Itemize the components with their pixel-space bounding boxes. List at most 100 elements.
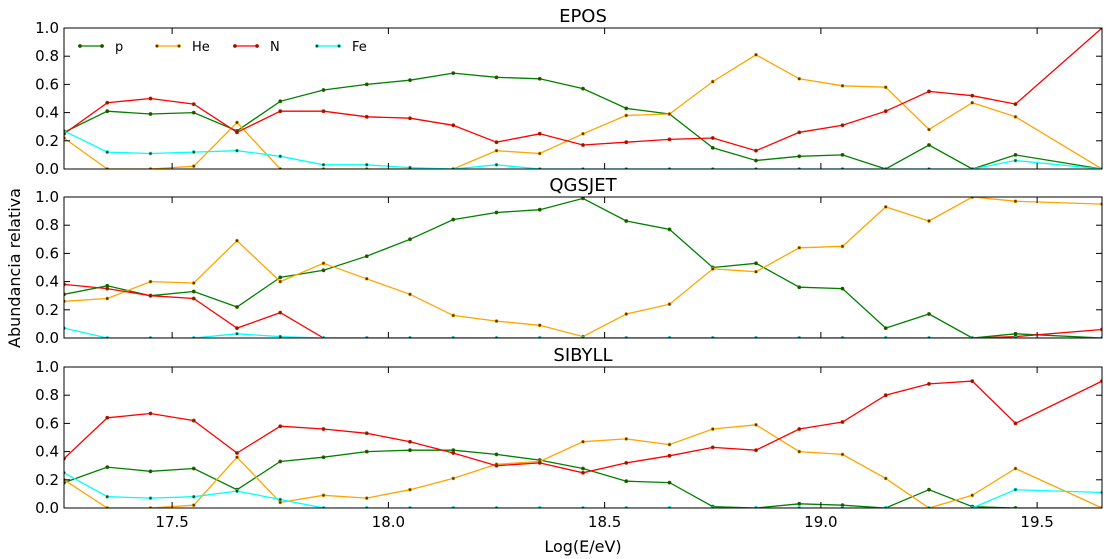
point-epos-he — [191, 164, 196, 169]
y-tick-label: 0.6 — [35, 75, 59, 93]
point-sibyll-p — [278, 459, 283, 464]
point-qgsjet-he — [537, 323, 542, 328]
point-qgsjet-he — [278, 279, 283, 284]
point-sibyll-he — [364, 496, 369, 501]
point-qgsjet-p — [364, 254, 369, 259]
point-epos-fe — [364, 162, 369, 167]
point-epos-p — [148, 112, 153, 116]
x-axis-label: Log(E/eV) — [544, 537, 621, 556]
point-qgsjet-he — [148, 279, 153, 284]
point-sibyll-n — [970, 379, 975, 384]
point-epos-n — [364, 114, 369, 119]
panel-qgsjet: QGSJET 0.0 0.2 0.4 0.6 0.8 1.0 — [35, 175, 1103, 347]
point-epos-n — [840, 123, 845, 128]
point-sibyll-fe — [1013, 487, 1018, 492]
series-line-sibyll-p — [64, 449, 1102, 508]
point-qgsjet-he — [883, 204, 888, 209]
point-epos-fe — [191, 150, 196, 154]
y-tick-label: 0.8 — [35, 47, 59, 65]
legend-label-fe: Fe — [352, 40, 367, 55]
point-sibyll-fe — [235, 489, 239, 493]
point-sibyll-p — [105, 465, 110, 470]
point-epos-he — [927, 127, 931, 132]
legend-marker — [315, 44, 319, 48]
panels: EPOS 0.0 0.2 0.4 0.6 0.8 1.0 p He N Fe QGSJET 0.0 0.2… — [35, 6, 1103, 531]
point-sibyll-he — [581, 439, 585, 444]
point-sibyll-n — [667, 453, 672, 458]
point-sibyll-n — [408, 439, 412, 444]
point-epos-p — [840, 152, 845, 157]
point-epos-n — [191, 102, 196, 107]
point-epos-n — [970, 93, 975, 98]
y-axis-label: Abundancia relativa — [5, 188, 24, 348]
point-qgsjet-n — [191, 296, 196, 301]
point-sibyll-he — [710, 427, 715, 431]
point-epos-n — [797, 130, 802, 135]
legend-marker — [100, 44, 104, 48]
point-sibyll-n — [927, 382, 931, 386]
y-tick-label: 0.2 — [35, 301, 59, 319]
point-epos-n — [408, 116, 412, 121]
point-sibyll-n — [1013, 421, 1018, 426]
y-tick-label: 0.6 — [35, 244, 59, 262]
point-epos-p — [710, 145, 715, 150]
point-epos-p — [408, 78, 412, 83]
point-qgsjet-he — [321, 261, 326, 266]
point-qgsjet-fe — [278, 334, 283, 338]
point-qgsjet-he — [364, 276, 369, 281]
point-epos-fe — [494, 162, 499, 167]
series-line-qgsjet-p — [64, 197, 1102, 338]
point-sibyll-fe — [278, 497, 283, 502]
point-sibyll-n — [235, 451, 239, 455]
point-sibyll-he — [235, 455, 239, 460]
point-epos-fe — [105, 150, 110, 154]
plot-frame — [63, 27, 1103, 170]
series-line-sibyll-n — [64, 380, 1102, 474]
point-sibyll-n — [797, 427, 802, 431]
point-sibyll-n — [148, 411, 153, 416]
point-epos-he — [624, 113, 629, 118]
y-tick-label: 1.0 — [35, 188, 59, 206]
plot-frame — [63, 366, 1103, 509]
point-epos-fe — [408, 165, 412, 169]
y-tick-label: 1.0 — [35, 358, 59, 376]
point-sibyll-he — [667, 442, 672, 447]
panel-sibyll: SIBYLL 0.0 0.2 0.4 0.6 0.8 1.0 17.5 18.0 18.5 19.0… — [35, 345, 1103, 531]
x-tick-label: 19.0 — [804, 513, 837, 531]
y-tick-label: 0.8 — [35, 216, 59, 234]
point-qgsjet-p — [278, 275, 283, 280]
point-sibyll-he — [883, 476, 888, 481]
point-sibyll-n — [537, 460, 542, 465]
point-qgsjet-he — [927, 219, 931, 223]
legend-marker — [233, 44, 237, 48]
point-epos-p — [278, 99, 283, 104]
point-sibyll-n — [840, 420, 845, 424]
point-qgsjet-p — [537, 207, 542, 212]
point-qgsjet-he — [797, 245, 802, 250]
point-qgsjet-he — [105, 296, 110, 301]
point-epos-p — [321, 88, 326, 92]
point-qgsjet-n — [105, 286, 110, 291]
point-qgsjet-he — [191, 281, 196, 285]
point-qgsjet-he — [754, 269, 758, 274]
y-tick-label: 0.4 — [35, 104, 59, 122]
y-tick-label: 0.2 — [35, 471, 59, 489]
point-sibyll-he — [840, 452, 845, 457]
point-epos-n — [321, 109, 326, 114]
point-epos-n — [494, 140, 499, 145]
point-epos-he — [1013, 114, 1018, 119]
panel-epos: EPOS 0.0 0.2 0.4 0.6 0.8 1.0 p He N Fe — [35, 6, 1103, 178]
point-sibyll-he — [191, 503, 196, 508]
point-qgsjet-p — [494, 210, 499, 215]
point-qgsjet-p — [191, 289, 196, 294]
panel-title-sibyll: SIBYLL — [553, 345, 612, 366]
point-epos-n — [710, 136, 715, 140]
y-tick-label: 0.0 — [35, 160, 59, 178]
point-qgsjet-p — [797, 285, 802, 290]
series-line-qgsjet-n — [64, 283, 1102, 338]
y-tick-label: 0.2 — [35, 132, 59, 150]
point-qgsjet-he — [408, 292, 412, 297]
y-tick-label: 0.0 — [35, 329, 59, 347]
point-epos-p — [494, 75, 499, 80]
point-qgsjet-p — [840, 286, 845, 291]
